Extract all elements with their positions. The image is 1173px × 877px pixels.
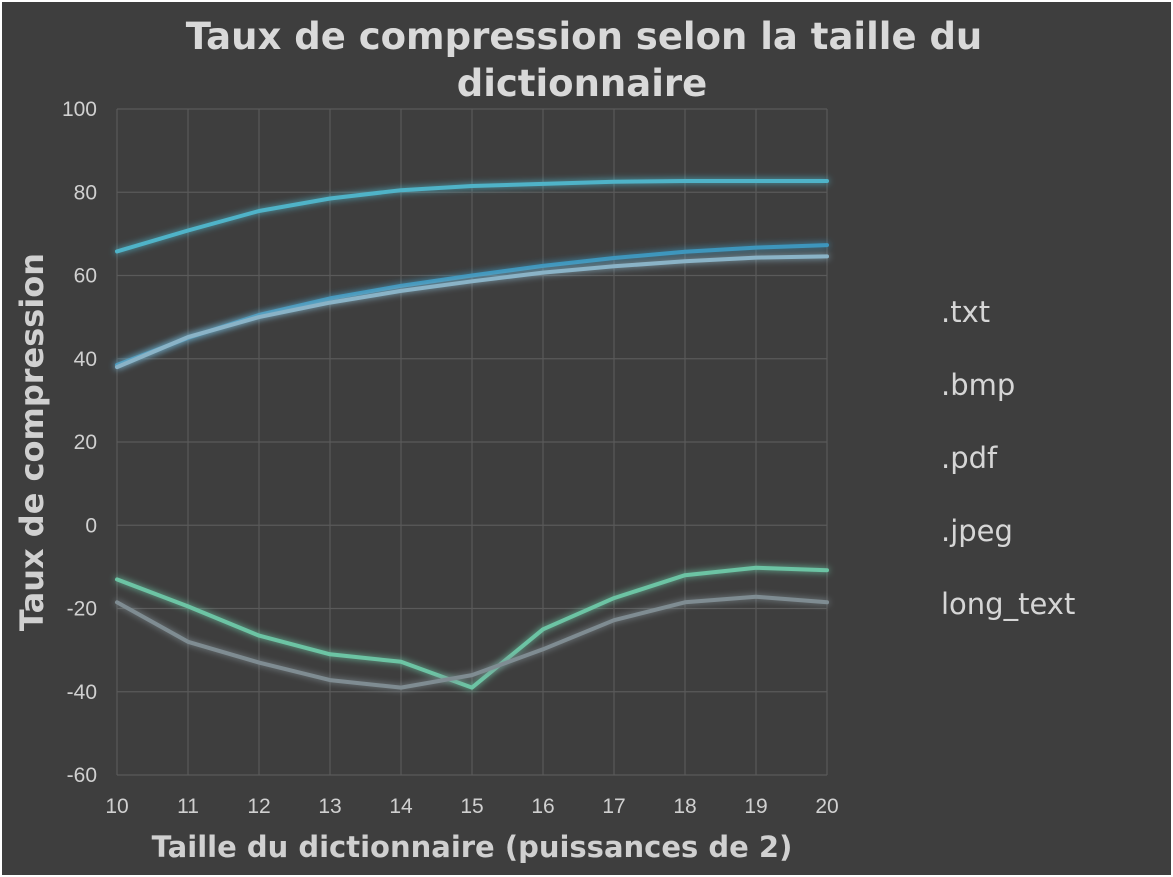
x-tick-label: 19	[744, 795, 767, 818]
x-tick-label: 20	[815, 795, 838, 818]
y-tick-label: -40	[67, 681, 97, 704]
legend-label: .bmp	[941, 368, 1015, 402]
legend: .txt .bmp .pdf .jpeg long_text	[895, 295, 1075, 621]
y-tick-label: -20	[67, 598, 97, 621]
legend-label: long_text	[941, 587, 1075, 621]
series-line-4	[115, 254, 829, 370]
y-tick-label: 40	[74, 348, 97, 371]
x-tick-label: 12	[247, 795, 270, 818]
x-tick-label: 14	[389, 795, 413, 818]
x-tick-label: 16	[531, 795, 554, 818]
x-axis-title: Taille du dictionnaire (puissances de 2)	[152, 830, 793, 864]
x-tick-label: 18	[673, 795, 696, 818]
y-tick-label: 100	[62, 98, 97, 121]
series-line-2	[115, 565, 829, 690]
series-lines	[115, 179, 829, 690]
series-line-1	[115, 179, 829, 254]
legend-label: .jpeg	[941, 514, 1013, 548]
y-tick-label: 20	[74, 431, 97, 454]
y-tick-label: 60	[74, 265, 97, 288]
y-tick-label: 80	[74, 181, 97, 204]
chart-title-line2: dictionnaire	[457, 62, 708, 105]
y-tick-label: 0	[85, 514, 97, 537]
y-tick-labels: -60 -40 -20 0 20 40 60 80 100	[62, 98, 97, 787]
x-tick-label: 15	[460, 795, 483, 818]
series-line-3	[115, 594, 829, 690]
x-tick-label: 10	[105, 795, 128, 818]
x-tick-label: 17	[602, 795, 625, 818]
legend-label: .pdf	[941, 441, 998, 475]
chart-title-line1: Taux de compression selon la taille du	[186, 15, 983, 58]
x-tick-label: 11	[177, 795, 199, 818]
legend-label: .txt	[941, 295, 990, 329]
y-axis-title: Taux de compression	[13, 253, 51, 631]
x-tick-label: 13	[318, 795, 341, 818]
gridlines	[116, 108, 828, 776]
x-tick-labels: 10 11 12 13 14 15 16 17 18 19 20	[105, 795, 838, 818]
y-tick-label: -60	[67, 764, 97, 787]
